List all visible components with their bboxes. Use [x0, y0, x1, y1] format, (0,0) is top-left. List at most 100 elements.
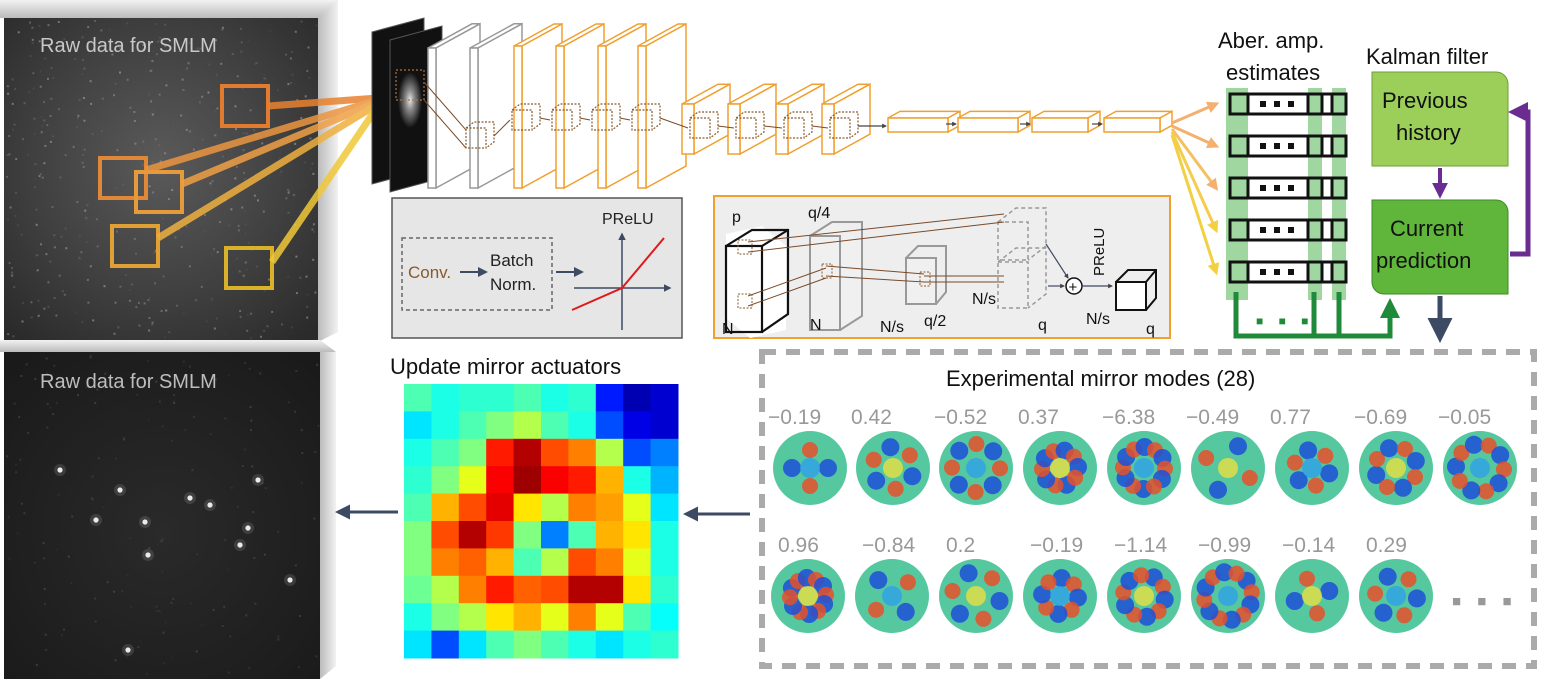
noise-dot	[212, 609, 215, 611]
noise-dot	[87, 26, 90, 29]
emitter-spot	[145, 552, 151, 558]
noise-dot	[49, 260, 52, 263]
noise-dot	[285, 197, 288, 200]
noise-dot	[256, 265, 259, 268]
noise-dot	[312, 223, 315, 226]
noise-dot	[122, 183, 124, 186]
noise-dot	[301, 452, 304, 455]
noise-dot	[7, 516, 10, 519]
res-kernel-2	[737, 293, 753, 309]
noise-dot	[13, 286, 16, 288]
noise-dot	[235, 166, 238, 168]
actuator-cell	[595, 438, 624, 467]
noise-dot	[32, 72, 35, 75]
modes-row-1: −0.19 0.42 −0.52 0.37 −6.38 −0.49 0.77 −0.69 −0.…	[768, 406, 1517, 505]
noise-dot	[94, 597, 97, 600]
noise-dot	[148, 547, 151, 550]
noise-dot	[37, 314, 40, 317]
aber-green-dots: ■ ■ ■	[1256, 314, 1314, 328]
noise-dot	[213, 248, 216, 251]
noise-dot	[308, 76, 311, 79]
noise-dot	[254, 62, 256, 65]
noise-dot	[280, 323, 283, 326]
noise-dot	[292, 194, 295, 196]
noise-dot	[262, 210, 265, 213]
noise-dot	[216, 251, 219, 254]
noise-dot	[20, 233, 23, 236]
noise-dot	[55, 314, 58, 317]
actuator-cell	[595, 493, 624, 522]
mode-lobe-blue	[1320, 582, 1339, 600]
noise-dot	[230, 122, 233, 125]
actuator-cell	[431, 630, 460, 659]
noise-dot	[170, 601, 173, 604]
kernel-depth	[465, 121, 495, 149]
actuator-cell	[650, 466, 679, 495]
actuator-cell	[486, 521, 515, 549]
noise-dot	[12, 335, 15, 338]
aber-row-dot	[1274, 227, 1280, 233]
noise-dot	[306, 293, 309, 296]
kernel-depth	[829, 111, 859, 139]
actuator-cell	[650, 521, 679, 549]
noise-dot	[79, 257, 82, 260]
noise-dot	[215, 73, 218, 76]
noise-dot	[42, 101, 45, 104]
noise-dot	[61, 290, 64, 293]
aber-row-dot	[1260, 101, 1266, 107]
kernel-depth	[783, 111, 813, 139]
noise-dot	[90, 354, 92, 357]
mode-lobe-blue	[959, 564, 978, 583]
noise-dot	[234, 105, 237, 108]
aberration-estimates: Aber. amp. estimates ■ ■ ■	[1218, 28, 1400, 339]
noise-dot	[158, 199, 160, 202]
noise-dot	[122, 438, 125, 441]
actuator-cell	[431, 575, 460, 604]
fc-layer-2-front	[957, 117, 1019, 133]
actuator-cell	[404, 493, 432, 522]
mode-center	[1050, 586, 1070, 606]
noise-dot	[173, 551, 176, 554]
actuator-cell	[623, 521, 652, 549]
noise-dot	[128, 299, 131, 302]
mode-lobe-blue	[903, 467, 922, 486]
noise-dot	[23, 512, 26, 515]
noise-dot	[154, 249, 157, 252]
noise-dot	[303, 184, 306, 187]
noise-dot	[174, 236, 177, 239]
mode-lobe-blue	[1367, 466, 1386, 484]
noise-dot	[268, 278, 270, 281]
noise-dot	[75, 311, 78, 314]
emitter-spot	[142, 519, 148, 525]
aber-row-dot	[1288, 227, 1294, 233]
noise-dot	[43, 307, 46, 310]
noise-dot	[244, 223, 247, 226]
actuator-cell	[650, 548, 679, 577]
noise-dot	[94, 401, 97, 404]
panel-side-bevel	[318, 0, 338, 342]
noise-dot	[260, 335, 262, 338]
legend-box-bg	[391, 197, 683, 339]
noise-dot	[27, 154, 30, 157]
noise-dot	[146, 478, 149, 481]
mode-lobe-blue	[1209, 480, 1227, 499]
noise-dot	[117, 326, 120, 329]
noise-dot	[43, 588, 46, 590]
actuator-cell	[623, 384, 652, 412]
noise-dot	[314, 451, 317, 453]
noise-dot	[151, 321, 154, 324]
mode-lobe-red	[1133, 567, 1150, 584]
noise-dot	[181, 78, 184, 81]
mode-lobe-red	[1299, 570, 1315, 587]
noise-dot	[250, 419, 253, 422]
noise-dot	[44, 57, 47, 60]
noise-dot	[263, 77, 266, 80]
actuator-cell	[458, 493, 487, 522]
kernel-link	[423, 81, 467, 131]
noise-dot	[11, 271, 14, 274]
noise-dot	[202, 370, 205, 373]
noise-dot	[119, 47, 121, 49]
noise-dot	[161, 222, 164, 225]
noise-dot	[164, 621, 167, 624]
noise-dot	[259, 372, 262, 375]
